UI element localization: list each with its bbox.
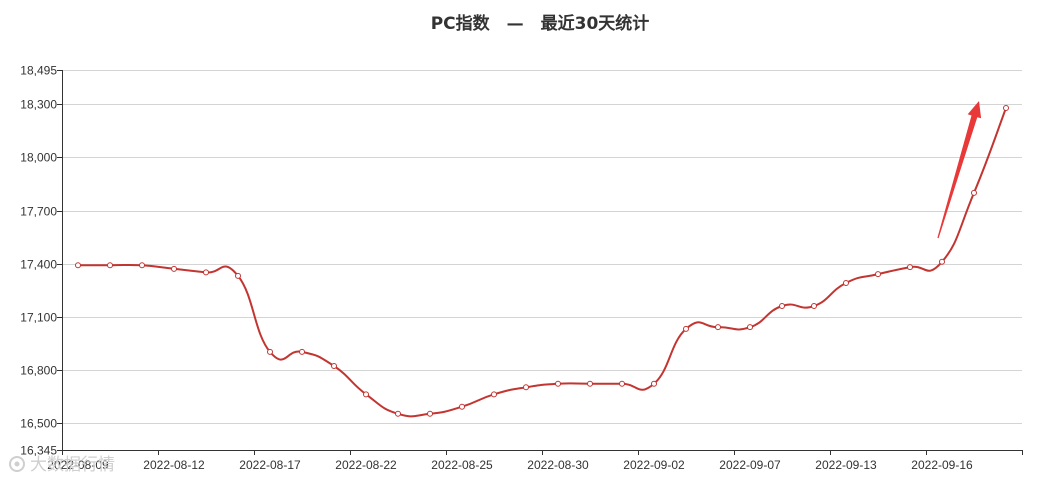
data-point xyxy=(491,391,497,398)
data-point xyxy=(683,325,689,332)
x-tick-label: 2022-08-30 xyxy=(527,458,589,472)
x-tick-label: 2022-08-17 xyxy=(239,458,301,472)
data-point xyxy=(523,384,529,391)
arrow-shape xyxy=(937,101,982,239)
axes xyxy=(57,70,1023,455)
x-tick-label: 2022-09-16 xyxy=(911,458,973,472)
x-tick-label: 2022-08-25 xyxy=(431,458,493,472)
data-point xyxy=(907,264,913,271)
watermark: 大数据行情 xyxy=(9,455,115,475)
trend-arrow-annotation xyxy=(937,101,982,239)
data-point xyxy=(171,265,177,272)
y-tick-label: 18,495 xyxy=(20,64,57,78)
data-points xyxy=(75,105,1009,417)
y-tick-label: 16,800 xyxy=(20,364,57,378)
data-point xyxy=(811,302,817,309)
x-tick-label: 2022-08-22 xyxy=(335,458,397,472)
data-point xyxy=(843,279,849,286)
data-point xyxy=(651,380,657,387)
x-tick-label: 2022-09-13 xyxy=(815,458,877,472)
data-point xyxy=(331,363,337,370)
x-tick-label: 2022-09-07 xyxy=(719,458,781,472)
data-point xyxy=(203,269,209,276)
chart-title: PC指数 — 最近30天统计 xyxy=(431,13,650,34)
x-tick-label: 2022-08-12 xyxy=(143,458,205,472)
data-point xyxy=(363,391,369,398)
y-tick-label: 18,300 xyxy=(20,98,57,112)
data-point xyxy=(971,189,977,196)
y-tick-label: 17,700 xyxy=(20,205,57,219)
data-point xyxy=(299,348,305,355)
y-tick-label: 16,500 xyxy=(20,417,57,431)
y-tick-label: 18,000 xyxy=(20,151,57,165)
data-point xyxy=(1003,105,1009,111)
data-point xyxy=(139,262,145,269)
data-point xyxy=(459,403,465,410)
x-tick-label: 2022-09-02 xyxy=(623,458,685,472)
x-tick-label: 2022-08-09 xyxy=(47,458,109,472)
data-point xyxy=(747,324,753,331)
data-point xyxy=(267,348,273,355)
data-point xyxy=(779,302,785,309)
watermark-logo-icon xyxy=(9,456,25,472)
data-point xyxy=(395,410,401,417)
data-point xyxy=(75,262,81,269)
data-point xyxy=(587,380,593,387)
y-tick-label: 16,345 xyxy=(20,444,57,458)
data-point xyxy=(555,380,561,387)
x-axis-tick-labels: 2022-08-09 2022-08-12 2022-08-17 2022-08-22… xyxy=(47,458,973,472)
data-point xyxy=(619,380,625,387)
data-point xyxy=(875,271,881,278)
y-tick-label: 17,100 xyxy=(20,311,57,325)
data-point xyxy=(715,324,721,331)
y-axis-tick-labels: 16,345 16,500 16,800 17,100 17,400 17,700 18,0… xyxy=(20,64,57,458)
data-point xyxy=(939,258,945,265)
y-tick-label: 17,400 xyxy=(20,258,57,272)
data-point xyxy=(427,410,433,417)
data-point xyxy=(235,272,241,279)
watermark-text: 大数据行情 xyxy=(30,455,115,475)
data-point xyxy=(107,262,113,269)
grid-lines xyxy=(62,70,1022,424)
